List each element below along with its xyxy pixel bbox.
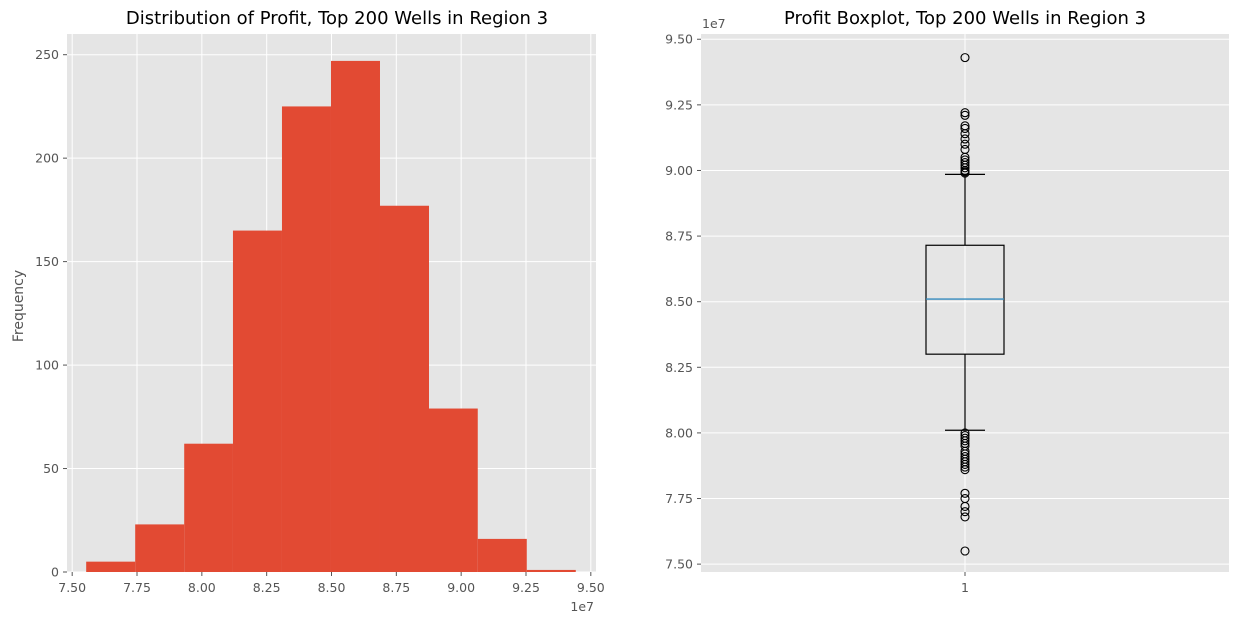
x-tick-label: 8.50 [318, 580, 346, 595]
outlier-point [960, 507, 970, 517]
y-tick-label: 8.25 [665, 360, 693, 375]
y-tick-label: 150 [35, 254, 59, 269]
outlier-point [960, 53, 970, 63]
outlier-point [960, 129, 970, 139]
outlier-point [960, 488, 970, 498]
histogram-bar [135, 524, 185, 572]
outlier-point [960, 163, 970, 173]
histogram-bar [281, 106, 331, 572]
y-tick-label: 200 [35, 151, 59, 166]
y-tick-label: 100 [35, 358, 59, 373]
x-tick-label: 7.75 [123, 580, 151, 595]
outlier-point [960, 168, 970, 178]
histogram-bar [184, 443, 233, 572]
histogram-bar [526, 569, 576, 572]
histogram-y-axis-label: Frequency [11, 270, 27, 342]
boxplot-x-ticks: 1 [961, 572, 969, 595]
histogram-x-ticks: 7.50 7.75 8.00 8.25 8.50 8.75 9.00 9.25 9.50 [58, 572, 605, 595]
histogram-bar [477, 538, 527, 572]
histogram-panel: 7.50 7.75 8.00 8.25 8.50 8.75 9.00 9.25 9.50 0 50… [11, 8, 605, 614]
histogram-bar [330, 60, 380, 573]
y-tick-label: 9.00 [665, 163, 693, 178]
y-tick-label: 50 [43, 461, 59, 476]
outlier-point [960, 459, 970, 469]
histogram-bar [379, 205, 430, 572]
outlier-point [960, 139, 970, 149]
y-tick-label: 0 [51, 565, 59, 580]
outlier-point [960, 134, 970, 144]
y-tick-label: 8.75 [665, 229, 693, 244]
x-tick-label: 8.00 [188, 580, 216, 595]
y-tick-label: 7.75 [665, 491, 693, 506]
x-tick-label: 7.50 [58, 580, 86, 595]
x-tick-label: 9.50 [577, 580, 605, 595]
y-tick-label: 7.50 [665, 557, 693, 572]
histogram-bar [232, 230, 282, 573]
boxplot-title: Profit Boxplot, Top 200 Wells in Region … [784, 8, 1146, 29]
boxplot-marks [925, 53, 1005, 556]
boxplot-y-ticks: 7.50 7.75 8.00 8.25 8.50 8.75 9.00 9.25 9.50 [665, 32, 701, 572]
x-tick-label: 1 [961, 580, 969, 595]
interquartile-box [925, 244, 1005, 355]
histogram-bars [86, 60, 576, 573]
outlier-point [960, 546, 970, 556]
y-tick-label: 9.50 [665, 32, 693, 47]
y-tick-label: 250 [35, 47, 59, 62]
x-tick-label: 9.25 [512, 580, 540, 595]
histogram-title: Distribution of Profit, Top 200 Wells in… [126, 8, 548, 29]
boxplot-panel: 7.50 7.75 8.00 8.25 8.50 8.75 9.00 9.25 9.50 1 P… [665, 8, 1229, 595]
outlier-point [960, 465, 970, 475]
histogram-bar [429, 408, 478, 572]
histogram-y-ticks: 0 50 100 150 200 250 [35, 47, 67, 580]
outlier-point [960, 108, 970, 118]
x-tick-label: 9.00 [447, 580, 475, 595]
outlier-point [960, 512, 970, 522]
x-tick-label: 8.75 [382, 580, 410, 595]
y-tick-label: 8.00 [665, 425, 693, 440]
y-tick-label: 8.50 [665, 294, 693, 309]
outlier-point [960, 462, 970, 472]
histogram-bar [86, 561, 136, 572]
outlier-point [960, 501, 970, 511]
outlier-point [960, 123, 970, 134]
outlier-point [960, 110, 970, 120]
boxplot-y-offset-label: 1e7 [702, 16, 726, 31]
outlier-point [960, 436, 970, 446]
x-tick-label: 8.25 [253, 580, 281, 595]
y-tick-label: 9.25 [665, 97, 693, 112]
histogram-x-offset-label: 1e7 [570, 599, 594, 614]
